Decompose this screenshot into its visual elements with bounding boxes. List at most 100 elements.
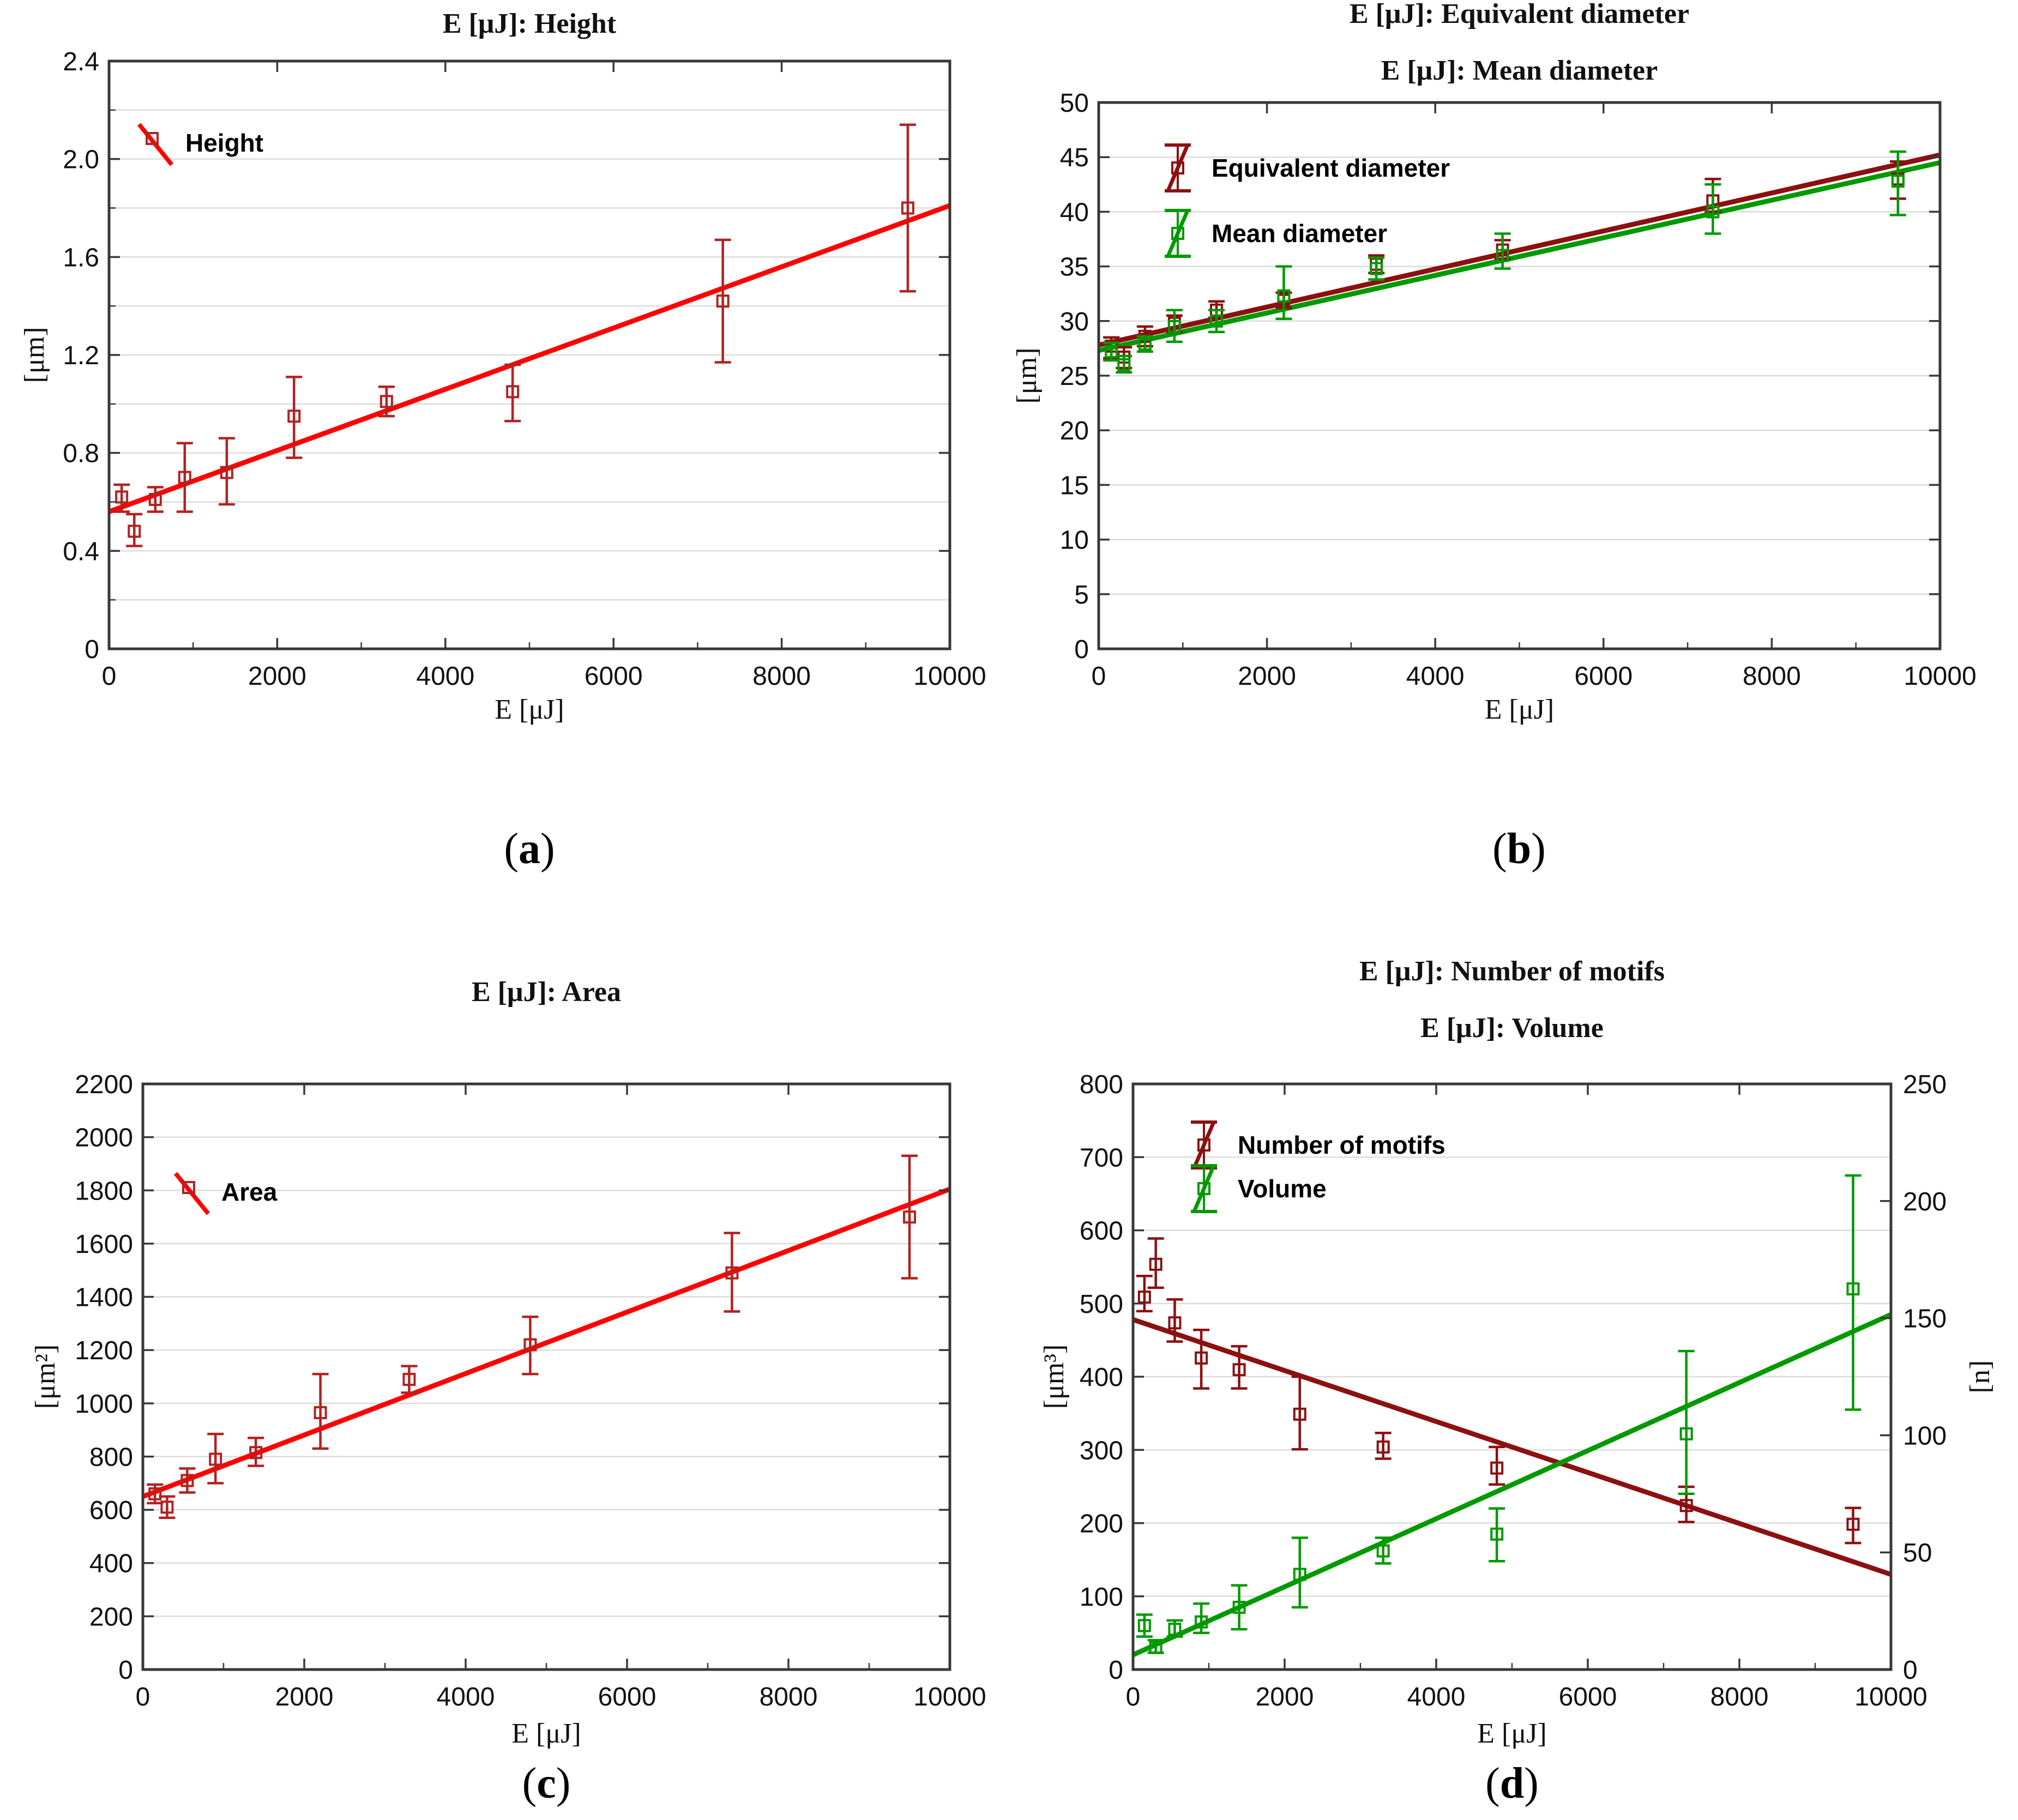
y-axis-label: [μm²]	[30, 1345, 61, 1409]
y-tick-label: 1800	[75, 1177, 133, 1206]
legend-point-marker-icon	[1171, 161, 1184, 174]
legend-entry-volume: Volume	[1191, 1164, 1327, 1213]
y-tick-label: 10	[1060, 526, 1089, 555]
legend-entry-height: Height	[137, 123, 263, 166]
data-point	[1168, 1623, 1182, 1636]
data-point	[523, 1338, 537, 1352]
paren: )	[1531, 825, 1546, 873]
data-point	[1138, 337, 1152, 351]
panel-label-d: (d)	[1485, 1759, 1539, 1809]
legend-point-marker-icon	[1197, 1138, 1210, 1152]
panel-label-c: (c)	[522, 1759, 571, 1809]
x-tick-label: 0	[136, 1683, 150, 1711]
legend-entry-area: Area	[173, 1172, 278, 1215]
data-point	[1277, 289, 1291, 303]
trend-line-number-of-motifs	[1132, 1317, 1892, 1577]
data-point	[402, 1372, 416, 1386]
data-point	[1846, 1282, 1860, 1295]
chart-title: E [μJ]: Number of motifs	[1359, 956, 1665, 987]
data-point	[379, 395, 393, 408]
y-tick-label: 0	[118, 1656, 133, 1685]
data-point	[1370, 262, 1383, 275]
legend-label: Equivalent diameter	[1212, 154, 1450, 182]
x-tick-label: 10000	[1903, 662, 1976, 691]
data-point	[1891, 174, 1905, 188]
data-point	[1149, 1257, 1162, 1271]
data-point	[287, 409, 301, 423]
paren: (	[522, 1759, 537, 1807]
y-tick-label: 0	[1109, 1656, 1123, 1685]
y2-axis-label: [n]	[1965, 1360, 1996, 1394]
legend-label: Mean diameter	[1212, 219, 1387, 248]
paren: (	[1485, 1759, 1500, 1807]
trend-line-area	[142, 1186, 951, 1499]
x-tick-label: 2000	[275, 1683, 334, 1711]
x-tick-label: 6000	[585, 662, 643, 691]
data-point	[209, 1453, 222, 1466]
y-tick-label: 600	[1080, 1217, 1123, 1246]
x-tick-label: 2000	[1238, 662, 1296, 691]
chart-title: E [μJ]: Volume	[1420, 1013, 1604, 1044]
panel-letter: a	[519, 825, 540, 873]
data-point	[1490, 1461, 1504, 1475]
y-tick-label: 15	[1060, 471, 1089, 500]
y-tick-label: 1200	[75, 1336, 133, 1365]
y-tick-label: 800	[89, 1443, 133, 1472]
legend: Equivalent diameter Mean diameter	[1165, 143, 1450, 258]
gridlines	[143, 1136, 950, 1617]
data-point	[903, 1210, 916, 1224]
y-tick-label: 35	[1060, 253, 1089, 282]
panel-letter: b	[1507, 825, 1532, 873]
y-tick-label: 2200	[75, 1070, 133, 1099]
panel-letter: d	[1499, 1759, 1525, 1807]
data-point	[1679, 1499, 1693, 1512]
x-tick-label: 4000	[1407, 1683, 1466, 1711]
trend-line-height	[108, 203, 951, 514]
data-point	[148, 1487, 162, 1500]
y2-tick-label: 150	[1903, 1305, 1947, 1334]
y-axis-label: [μm]	[1011, 348, 1043, 404]
data-point	[506, 385, 520, 399]
y-tick-label: 500	[1080, 1290, 1123, 1319]
data-point	[178, 471, 191, 484]
data-point	[725, 1266, 739, 1280]
y-tick-label: 300	[1080, 1436, 1123, 1465]
chart-title: E [μJ]: Mean diameter	[1381, 55, 1658, 86]
y-tick-label: 1.6	[63, 243, 99, 272]
legend: Height	[137, 123, 263, 166]
x-axis-label: E [μJ]	[1477, 1718, 1547, 1749]
x-tick-label: 8000	[1743, 662, 1801, 691]
data-point	[1293, 1407, 1306, 1421]
series-equivalent-diameter	[1103, 160, 1906, 370]
data-point	[1232, 1600, 1246, 1614]
x-tick-label: 10000	[913, 1683, 986, 1711]
paren: )	[540, 825, 555, 873]
legend-point-marker-icon	[146, 132, 159, 145]
data-point	[314, 1406, 327, 1419]
data-point	[1293, 1568, 1306, 1581]
y-tick-label: 30	[1060, 308, 1089, 336]
data-point	[1210, 314, 1224, 328]
data-point	[220, 466, 233, 479]
y-tick-label: 1000	[75, 1390, 133, 1419]
legend-point-marker-icon	[1171, 227, 1184, 240]
legend-entry-mean-diameter: Mean diameter	[1165, 209, 1387, 258]
data-point	[1679, 1427, 1693, 1441]
x-tick-label: 6000	[598, 1683, 656, 1711]
y-tick-label: 100	[1080, 1583, 1123, 1612]
ticks	[1098, 101, 1941, 650]
plot-frame	[141, 1082, 951, 1671]
legend-point-marker-icon	[182, 1181, 195, 1194]
x-tick-label: 6000	[1574, 662, 1633, 691]
y-tick-label: 1400	[75, 1283, 133, 1312]
chart-b: 0 5 10 15 20 25 30 35 40 45 50 0 2000 4000 6000 8000 100…	[1011, 0, 1977, 725]
y-tick-label: 2000	[75, 1124, 133, 1153]
y-axis-label: [μm³]	[1039, 1345, 1070, 1409]
legend-label: Number of motifs	[1238, 1131, 1445, 1159]
x-tick-label: 10000	[913, 662, 986, 691]
paren: (	[1492, 825, 1507, 873]
y2-tick-label: 100	[1903, 1421, 1947, 1450]
chart-a: 0 0.4 0.8 1.2 1.6 2.0 2.4 0 2000 4000 6000 8000 1000…	[19, 8, 986, 725]
data-point	[1376, 1544, 1390, 1558]
